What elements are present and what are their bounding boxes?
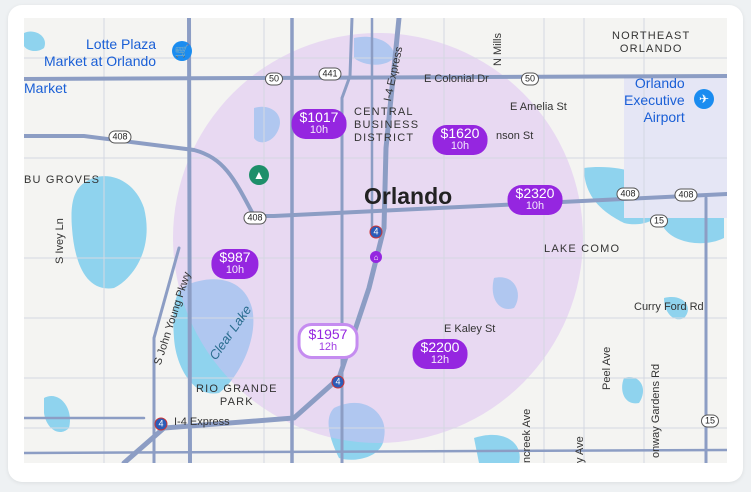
lake [664, 297, 688, 320]
lake [24, 31, 45, 52]
duration-value: 10h [450, 140, 470, 152]
street-label-avenue: y Ave [574, 436, 586, 463]
price-value: $1620 [440, 125, 480, 141]
street-label-amelia: E Amelia St [510, 101, 567, 113]
area-label-cbd: CENTRAL BUSINESS DISTRICT [354, 106, 420, 144]
lake [492, 277, 518, 309]
area-label-bu-groves: BU GROVES [24, 174, 101, 186]
map-base [24, 18, 727, 463]
route-shield-50: 50 [264, 72, 284, 86]
route-shield-408: 408 [243, 211, 267, 225]
lake [71, 176, 147, 289]
route-shield-15: 15 [700, 414, 720, 428]
price-value: $987 [219, 249, 251, 265]
poi-label-lotte-plaza[interactable]: Lotte Plaza Market at Orlando [44, 36, 157, 69]
lake [474, 434, 520, 463]
city-label: Orlando [364, 183, 453, 209]
price-marker[interactable]: $1620 10h [432, 125, 488, 155]
poi-label-executive-airport[interactable]: Orlando Executive Airport [624, 75, 685, 125]
lake [622, 377, 644, 404]
street-label-s-ivey: S Ivey Ln [54, 218, 66, 264]
duration-value: 12h [318, 341, 338, 353]
duration-value: 10h [525, 200, 545, 212]
lake [254, 106, 280, 143]
duration-value: 12h [430, 354, 450, 366]
route-shield-408: 408 [108, 130, 132, 144]
street-label-robinson: nson St [496, 130, 534, 142]
price-marker[interactable]: $1017 10h [291, 109, 347, 139]
park-icon[interactable]: ▲ [249, 165, 269, 185]
lake [44, 396, 70, 433]
interstate-shield-4: 4 [154, 417, 168, 431]
price-value: $2200 [420, 339, 460, 355]
price-marker[interactable]: $2200 12h [412, 339, 468, 369]
price-value: $1017 [299, 109, 339, 125]
street-label-conway-gardens: onway Gardens Rd [650, 363, 662, 458]
poi-label-market[interactable]: Market [24, 80, 67, 96]
duration-value: 10h [225, 264, 245, 276]
route-shield-15: 15 [649, 214, 669, 228]
price-value: $1957 [308, 326, 348, 342]
area-label-rio-grande-park: RIO GRANDE PARK [196, 383, 278, 408]
shopping-cart-icon[interactable]: 🛒 [172, 41, 192, 61]
route-shield-50: 50 [520, 72, 540, 86]
area-label-lake-como: LAKE COMO [544, 243, 621, 255]
price-marker[interactable]: $2320 10h [507, 185, 563, 215]
street-label-n-mills: N Mills [492, 33, 504, 66]
duration-value: 10h [309, 124, 329, 136]
street-label-kaley: E Kaley St [444, 323, 496, 335]
map-view[interactable]: Orlando NORTHEAST ORLANDO CENTRAL BUSINE… [24, 18, 727, 463]
area-label-northeast-orlando: NORTHEAST ORLANDO [612, 30, 691, 55]
street-label-ferncreek: ncreek Ave [521, 408, 533, 463]
minor-streets [24, 18, 727, 463]
street-label-i4-express-south: I-4 Express [174, 416, 230, 428]
clear-lake [173, 279, 254, 394]
street-label-colonial: E Colonial Dr [424, 73, 489, 85]
route-shield-441: 441 [318, 67, 342, 81]
interstate-shield-4: 4 [369, 225, 383, 239]
home-icon[interactable]: ⌂ [370, 251, 382, 263]
price-marker-selected[interactable]: $1957 12h [297, 323, 359, 359]
street-label-curry-ford: Curry Ford Rd [634, 301, 704, 313]
interstate-shield-4: 4 [331, 375, 345, 389]
route-shield-408: 408 [616, 187, 640, 201]
price-marker[interactable]: $987 10h [211, 249, 259, 279]
price-value: $2320 [515, 185, 555, 201]
street-label-peel: Peel Ave [601, 346, 613, 390]
route-shield-408: 408 [674, 188, 698, 202]
airplane-icon[interactable]: ✈ [694, 89, 714, 109]
